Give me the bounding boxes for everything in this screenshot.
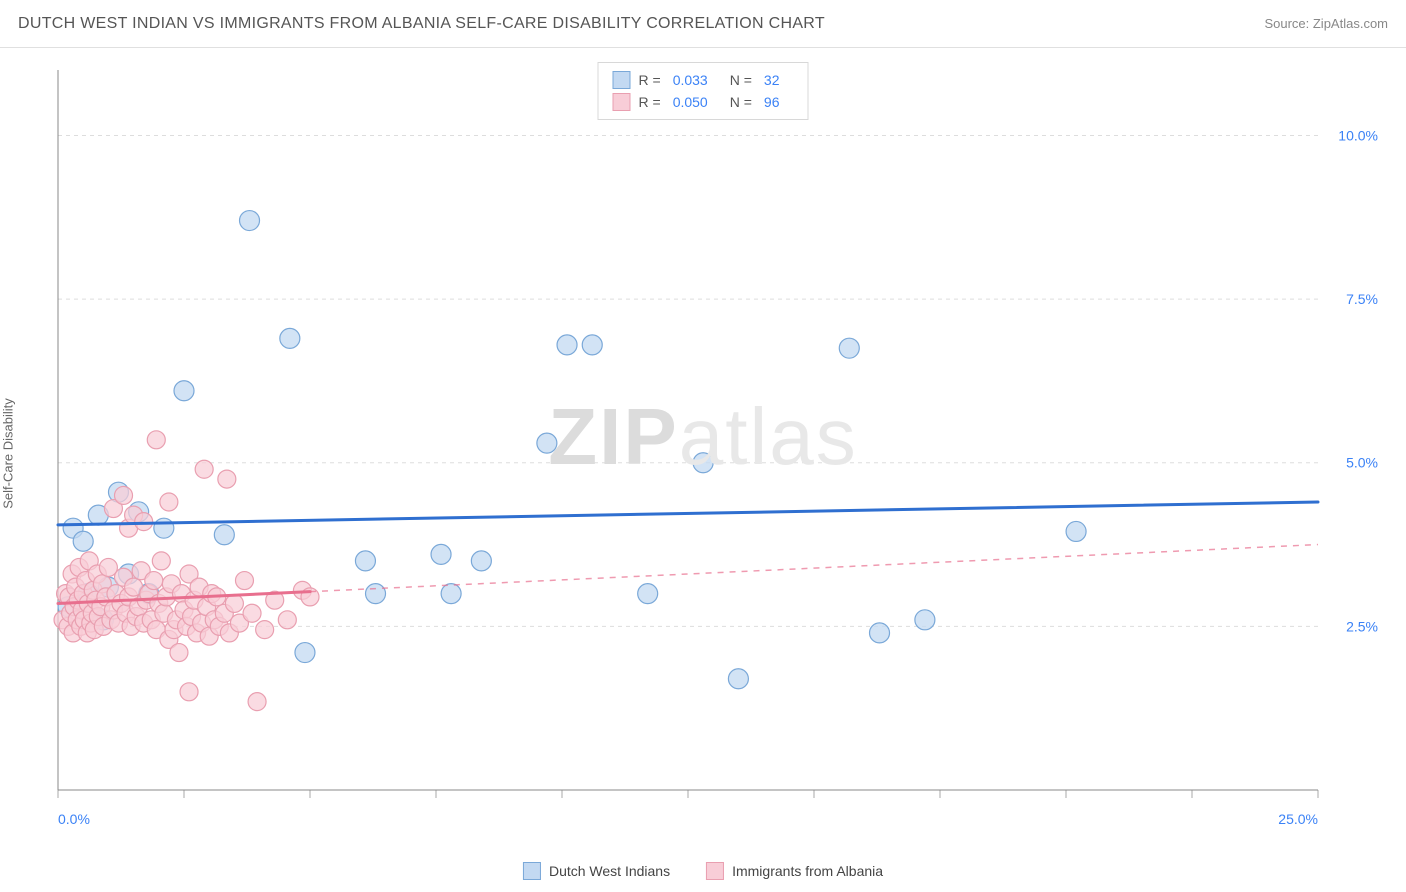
swatch-series-2 bbox=[706, 862, 724, 880]
chart-source: Source: ZipAtlas.com bbox=[1264, 16, 1388, 31]
swatch-series-1 bbox=[613, 71, 631, 89]
scatter-plot: 2.5% 5.0% 7.5% 10.0% 0.0% 25.0% bbox=[48, 60, 1388, 840]
stat-r-label: R = bbox=[639, 94, 661, 110]
stat-n-label: N = bbox=[730, 72, 752, 88]
legend-entry: Immigrants from Albania bbox=[706, 862, 883, 880]
legend-label-1: Dutch West Indians bbox=[549, 863, 670, 879]
swatch-series-1 bbox=[523, 862, 541, 880]
legend-series: Dutch West Indians Immigrants from Alban… bbox=[523, 862, 883, 880]
svg-text:5.0%: 5.0% bbox=[1346, 455, 1378, 471]
stat-r-value-1: 0.033 bbox=[673, 72, 708, 88]
legend-stats: R = 0.033 N = 32 R = 0.050 N = 96 bbox=[598, 62, 809, 120]
stat-n-value-1: 32 bbox=[764, 72, 780, 88]
legend-stats-row: R = 0.033 N = 32 bbox=[613, 69, 794, 91]
chart-title: DUTCH WEST INDIAN VS IMMIGRANTS FROM ALB… bbox=[18, 15, 825, 33]
y-axis-label: Self-Care Disability bbox=[1, 398, 16, 509]
stat-n-value-2: 96 bbox=[764, 94, 780, 110]
stat-r-value-2: 0.050 bbox=[673, 94, 708, 110]
stat-r-label: R = bbox=[639, 72, 661, 88]
legend-entry: Dutch West Indians bbox=[523, 862, 670, 880]
svg-text:2.5%: 2.5% bbox=[1346, 618, 1378, 634]
chart-header: DUTCH WEST INDIAN VS IMMIGRANTS FROM ALB… bbox=[0, 0, 1406, 48]
stat-n-label: N = bbox=[730, 94, 752, 110]
swatch-series-2 bbox=[613, 93, 631, 111]
legend-stats-row: R = 0.050 N = 96 bbox=[613, 91, 794, 113]
svg-text:10.0%: 10.0% bbox=[1338, 127, 1378, 143]
svg-text:0.0%: 0.0% bbox=[58, 811, 90, 827]
svg-text:7.5%: 7.5% bbox=[1346, 291, 1378, 307]
legend-label-2: Immigrants from Albania bbox=[732, 863, 883, 879]
svg-text:25.0%: 25.0% bbox=[1278, 811, 1318, 827]
